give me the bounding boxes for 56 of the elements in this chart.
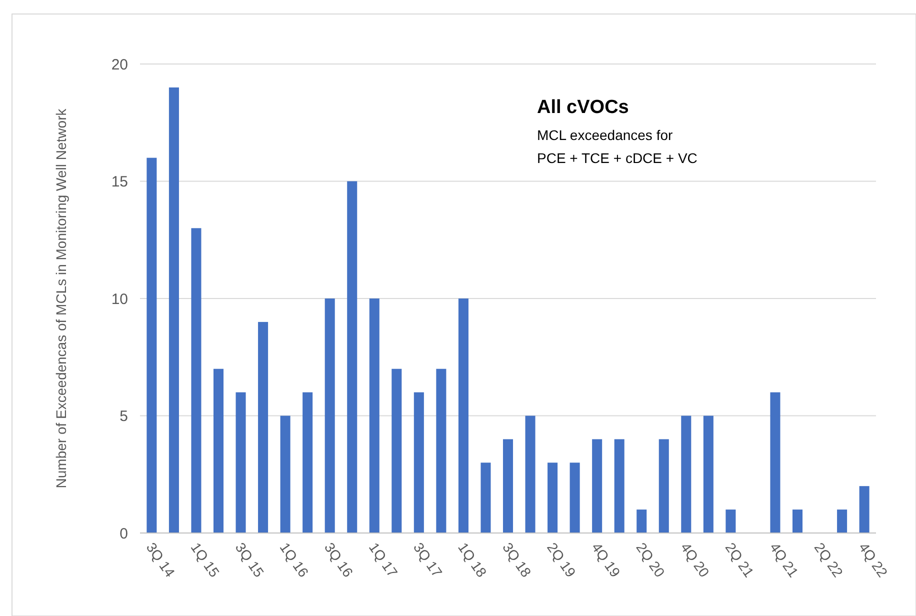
bar xyxy=(548,462,558,533)
bar xyxy=(502,439,514,533)
bar xyxy=(347,181,358,533)
x-tick-label: 2Q 21 xyxy=(722,540,758,580)
x-tick-label: 1Q 15 xyxy=(188,540,223,580)
x-tick-label: 1Q 17 xyxy=(366,540,402,580)
bar xyxy=(859,486,870,533)
bar xyxy=(770,392,780,533)
bar xyxy=(392,368,402,533)
bar xyxy=(681,416,692,533)
x-tick-label: 4Q 19 xyxy=(588,540,624,580)
bar xyxy=(436,368,446,533)
bar xyxy=(658,439,669,533)
bar xyxy=(614,439,624,533)
x-tick-label: 1Q 18 xyxy=(455,540,490,580)
x-tick-label: 4Q 22 xyxy=(856,540,891,580)
text: MCL exceedances for PCE + TCE + cDCE + VC xyxy=(537,127,698,166)
bar xyxy=(458,298,468,533)
x-tick-label: 3Q 14 xyxy=(143,540,178,580)
x-tick-label: 3Q 17 xyxy=(410,540,446,580)
y-tick-label: 0 xyxy=(120,525,128,542)
x-tick-label: 4Q 20 xyxy=(678,540,713,580)
bar xyxy=(302,392,313,533)
bar xyxy=(792,510,803,533)
bar xyxy=(703,416,714,533)
x-tick-label: 3Q 15 xyxy=(232,540,268,580)
x-tick-label: 3Q 16 xyxy=(321,540,356,580)
bar xyxy=(258,322,268,533)
bar xyxy=(213,368,224,533)
bar xyxy=(280,416,290,533)
bar xyxy=(636,510,647,533)
bar xyxy=(525,416,536,533)
x-tick-label: 2Q 20 xyxy=(633,540,668,580)
bar xyxy=(726,510,736,533)
bar xyxy=(480,462,491,533)
bar xyxy=(168,87,179,533)
text: All cVOCs xyxy=(537,97,629,118)
x-tick-label: 3Q 18 xyxy=(500,540,535,580)
y-tick-label: 20 xyxy=(111,56,128,74)
y-tick-label: 5 xyxy=(120,408,128,425)
y-tick-label: 15 xyxy=(111,174,128,190)
bar xyxy=(369,298,380,533)
x-tick-label: 1Q 16 xyxy=(276,540,312,580)
y-axis-title: Number of Exceedencas of MCLs in Monitoring Well Network xyxy=(53,108,69,488)
bar xyxy=(146,158,157,533)
bar xyxy=(570,462,580,533)
bar xyxy=(592,439,602,533)
bar xyxy=(236,392,246,533)
x-tick-label: 2Q 19 xyxy=(544,540,580,580)
bar xyxy=(837,510,848,533)
y-tick-label: 10 xyxy=(111,290,128,308)
bar xyxy=(191,228,202,533)
bar xyxy=(414,392,424,533)
x-tick-label: 4Q 21 xyxy=(766,540,802,580)
bar xyxy=(324,298,335,533)
x-tick-label: 2Q 22 xyxy=(811,540,846,580)
